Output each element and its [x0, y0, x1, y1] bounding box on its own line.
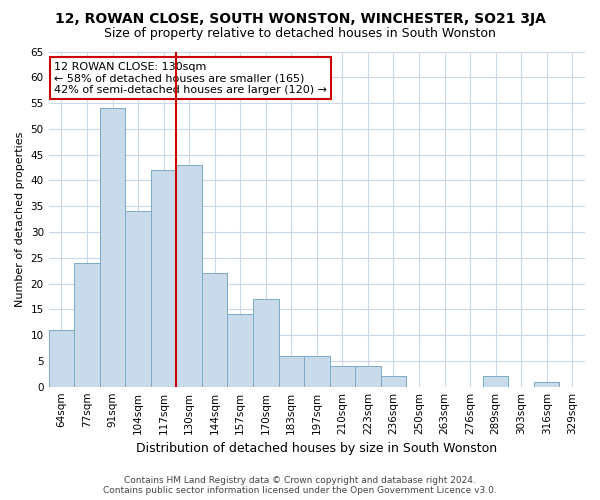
- Bar: [355, 366, 380, 386]
- Text: Size of property relative to detached houses in South Wonston: Size of property relative to detached ho…: [104, 28, 496, 40]
- Text: Contains HM Land Registry data © Crown copyright and database right 2024.
Contai: Contains HM Land Registry data © Crown c…: [103, 476, 497, 495]
- Bar: [74, 263, 100, 386]
- Bar: [483, 376, 508, 386]
- Bar: [253, 299, 278, 386]
- Bar: [227, 314, 253, 386]
- Bar: [176, 165, 202, 386]
- Bar: [380, 376, 406, 386]
- Text: 12, ROWAN CLOSE, SOUTH WONSTON, WINCHESTER, SO21 3JA: 12, ROWAN CLOSE, SOUTH WONSTON, WINCHEST…: [55, 12, 545, 26]
- X-axis label: Distribution of detached houses by size in South Wonston: Distribution of detached houses by size …: [136, 442, 497, 455]
- Bar: [125, 212, 151, 386]
- Bar: [534, 382, 559, 386]
- Bar: [100, 108, 125, 386]
- Bar: [49, 330, 74, 386]
- Text: 12 ROWAN CLOSE: 130sqm
← 58% of detached houses are smaller (165)
42% of semi-de: 12 ROWAN CLOSE: 130sqm ← 58% of detached…: [54, 62, 327, 95]
- Bar: [278, 356, 304, 386]
- Bar: [304, 356, 329, 386]
- Y-axis label: Number of detached properties: Number of detached properties: [15, 132, 25, 307]
- Bar: [151, 170, 176, 386]
- Bar: [329, 366, 355, 386]
- Bar: [202, 273, 227, 386]
